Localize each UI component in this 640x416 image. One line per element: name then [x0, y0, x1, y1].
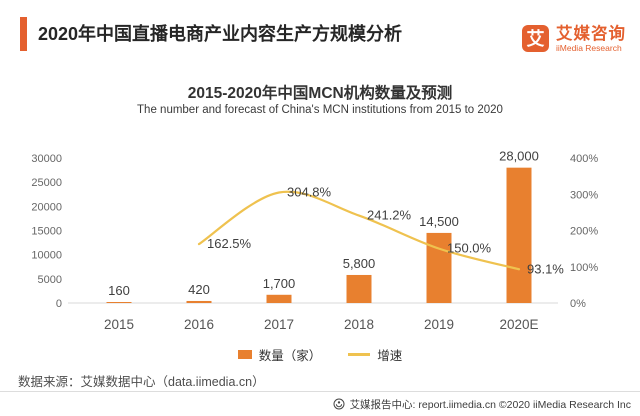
chart-canvas: 0 5000 10000 15000 20000 25000 30000 0% 100% 200%…	[31, 149, 598, 332]
svg-text:2019: 2019	[424, 317, 454, 332]
svg-text:100%: 100%	[570, 262, 598, 274]
svg-text:0: 0	[56, 298, 62, 310]
chart-legend: 数量（家） 增速	[0, 345, 640, 364]
footer-bar: 艾媒报告中心: report.iimedia.cn ©2020 iiMedia …	[0, 391, 640, 416]
title-accent-bar	[20, 17, 27, 51]
svg-text:420: 420	[188, 282, 210, 297]
svg-text:15000: 15000	[31, 226, 62, 238]
legend-bar-swatch-icon	[237, 350, 252, 359]
svg-text:304.8%: 304.8%	[287, 185, 332, 200]
svg-text:2016: 2016	[184, 317, 214, 332]
svg-text:30000: 30000	[31, 153, 62, 165]
svg-text:300%: 300%	[570, 189, 598, 201]
data-source-note: 数据来源：艾媒数据中心（data.iimedia.cn）	[18, 375, 265, 389]
svg-text:162.5%: 162.5%	[207, 236, 252, 251]
svg-text:14,500: 14,500	[419, 214, 459, 229]
svg-text:2017: 2017	[264, 317, 294, 332]
logo-name-en: iiMedia Research	[556, 43, 622, 53]
logo-glyph: 艾	[526, 28, 545, 49]
iimedia-badge-icon	[333, 398, 345, 410]
svg-text:20000: 20000	[31, 201, 62, 213]
legend-bar-label: 数量（家）	[258, 349, 322, 363]
svg-text:5000: 5000	[38, 274, 62, 286]
svg-text:2018: 2018	[344, 317, 374, 332]
svg-text:160: 160	[108, 283, 130, 298]
svg-text:25000: 25000	[31, 177, 62, 189]
logo-name-cn: 艾媒咨询	[556, 25, 626, 43]
chart-title: 2015-2020年中国MCN机构数量及预测	[187, 85, 453, 102]
svg-text:241.2%: 241.2%	[367, 208, 412, 223]
page-title: 2020年中国直播电商产业内容生产方规模分析	[38, 24, 403, 44]
svg-text:1,700: 1,700	[263, 276, 296, 291]
legend-line-swatch-icon	[348, 353, 371, 356]
iimedia-logo: 艾 艾媒咨询 iiMedia Research	[522, 25, 626, 53]
svg-text:10000: 10000	[31, 250, 62, 262]
svg-text:150.0%: 150.0%	[447, 241, 492, 256]
svg-text:93.1%: 93.1%	[527, 261, 564, 276]
footer-text: 艾媒报告中心: report.iimedia.cn ©2020 iiMedia …	[349, 398, 631, 411]
svg-text:5,800: 5,800	[343, 256, 376, 271]
logo-text: 艾媒咨询 iiMedia Research	[556, 25, 626, 53]
svg-text:2020E: 2020E	[499, 317, 538, 332]
svg-text:400%: 400%	[570, 153, 598, 165]
iimedia-logo-icon: 艾	[522, 25, 549, 52]
svg-text:200%: 200%	[570, 226, 598, 238]
chart-subtitle: The number and forecast of China's MCN i…	[137, 104, 503, 116]
svg-text:28,000: 28,000	[499, 149, 539, 164]
legend-line-label: 增速	[377, 349, 403, 363]
svg-text:0%: 0%	[570, 298, 586, 310]
svg-text:2015: 2015	[104, 317, 134, 332]
